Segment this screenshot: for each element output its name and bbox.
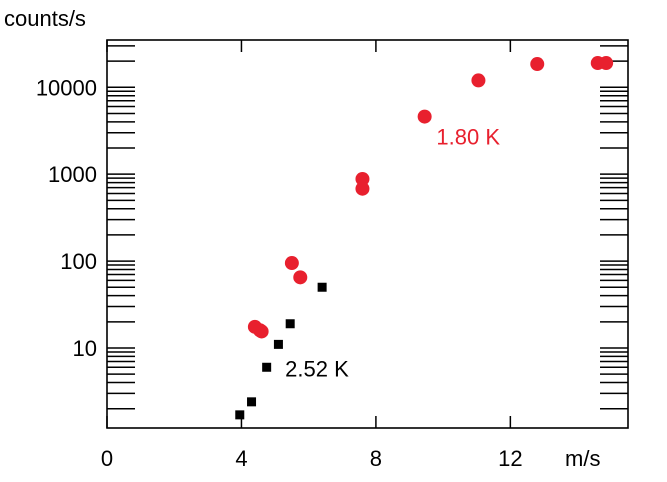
data-point-black <box>262 362 272 372</box>
data-point-black <box>285 319 295 329</box>
x-tick-label: 12 <box>498 446 522 471</box>
data-point-black <box>317 282 327 292</box>
data-point-red <box>284 256 299 271</box>
x-tick-label: 8 <box>370 446 382 471</box>
data-point-red <box>254 324 269 339</box>
x-axis-label: m/s <box>565 446 600 471</box>
series-annotation: 1.80 K <box>436 125 500 150</box>
data-point-red <box>355 172 370 187</box>
y-tick-label: 10 <box>73 336 97 361</box>
data-marks: 1.80 K 2.52 K <box>235 56 614 420</box>
data-point-red <box>417 109 432 124</box>
data-point-red <box>471 73 486 88</box>
series-annotation: 2.52 K <box>285 357 349 382</box>
y-tick-label: 100 <box>60 249 97 274</box>
data-point-red <box>293 270 308 285</box>
plot-frame <box>106 39 629 429</box>
data-point-black <box>235 410 245 420</box>
data-point-red <box>355 181 370 196</box>
x-tick-label: 4 <box>235 446 247 471</box>
data-point-black <box>273 339 283 349</box>
data-point-red <box>599 56 614 71</box>
y-tick-label: 1000 <box>48 162 97 187</box>
data-point-black <box>247 397 257 407</box>
data-point-red <box>530 57 545 72</box>
axis-ticks: 10 100 1000 10000 0 4 8 12 <box>36 40 628 471</box>
x-tick-label: 0 <box>101 446 113 471</box>
y-axis-label: counts/s <box>4 6 86 31</box>
y-tick-label: 10000 <box>36 75 97 100</box>
axis-labels: counts/s m/s <box>4 6 600 471</box>
